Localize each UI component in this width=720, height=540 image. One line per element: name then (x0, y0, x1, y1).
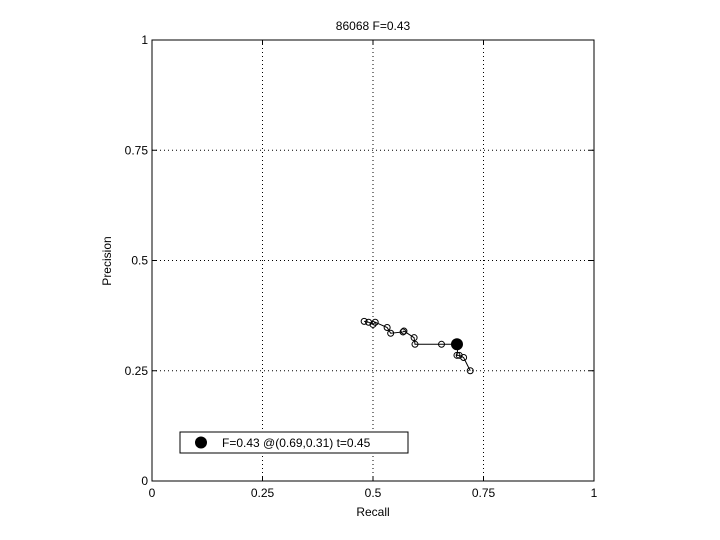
best-f-marker (450, 338, 463, 351)
x-tick-label: 0.5 (365, 486, 382, 500)
data-point (400, 327, 408, 335)
axis-ticks: 0 0.25 0.5 0.75 1 0 0.25 0.5 0.75 1 (125, 33, 598, 500)
data-point (399, 328, 407, 336)
data-point (438, 340, 446, 348)
chart-title: 86068 F=0.43 (336, 19, 411, 33)
x-axis-label: Recall (356, 505, 389, 519)
legend-box (179, 431, 409, 454)
data-point (460, 354, 468, 362)
x-tick-label: 1 (591, 486, 598, 500)
best-f-point (450, 338, 463, 351)
series-line (364, 320, 471, 371)
legend-label: F=0.43 @(0.69,0.31) t=0.45 (222, 436, 371, 450)
data-point (360, 317, 368, 325)
data-point (410, 334, 418, 342)
data-point (455, 351, 463, 359)
data-point (365, 318, 373, 326)
y-tick-label: 0.5 (131, 254, 148, 268)
data-point (387, 329, 395, 337)
legend-marker (195, 436, 207, 449)
y-tick-label: 1 (141, 33, 148, 47)
data-point (383, 324, 391, 332)
y-axis-label: Precision (100, 236, 114, 285)
y-tick-label: 0.25 (125, 364, 149, 378)
data-point (369, 320, 377, 328)
data-point (453, 351, 461, 359)
data-point (371, 318, 379, 326)
y-tick-label: 0 (141, 474, 148, 488)
legend: F=0.43 @(0.69,0.31) t=0.45 (179, 431, 409, 454)
x-tick-label: 0 (149, 486, 156, 500)
series-pr-curve (360, 317, 474, 375)
data-point (466, 367, 474, 375)
x-tick-label: 0.25 (251, 486, 275, 500)
x-tick-label: 0.75 (472, 486, 496, 500)
data-point (411, 340, 419, 348)
grid-lines (152, 40, 594, 481)
y-tick-label: 0.75 (125, 143, 149, 157)
